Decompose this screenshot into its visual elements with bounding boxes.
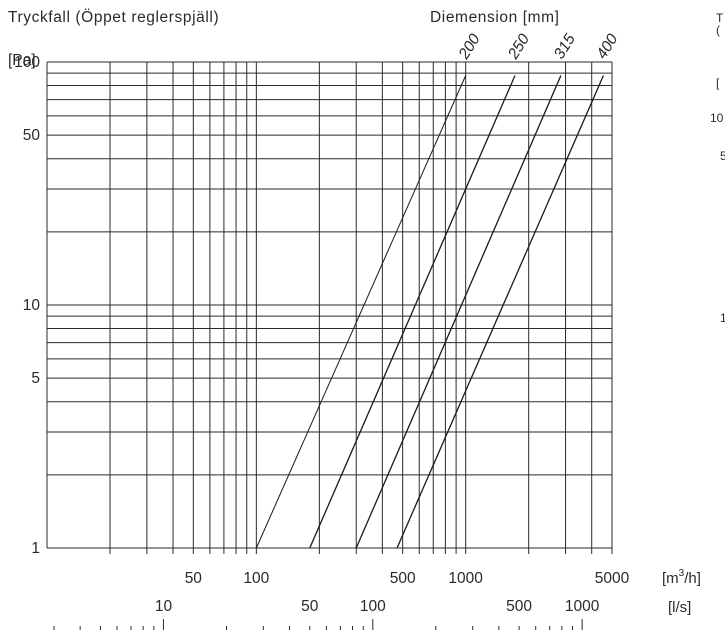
dimension-label-200: 200: [455, 31, 484, 63]
x2-tick-label: 100: [360, 598, 386, 615]
x2-axis-label: [l/s]: [668, 599, 691, 616]
x2-tick-label: 1000: [565, 598, 600, 615]
y-tick-label: 1: [31, 540, 40, 557]
x2-tick-label: 10: [155, 598, 173, 615]
dimension-label-250: 250: [504, 31, 533, 63]
cut-text-tick-50: 5: [720, 149, 725, 163]
y-axis-label: [Pa]: [8, 52, 36, 69]
dimension-label-400: 400: [593, 31, 621, 62]
y-tick-label: 10: [23, 297, 41, 314]
tick-labels: 1 5 10 50 100 50 100 500 1000 5000: [14, 54, 629, 587]
y-tick-label: 5: [31, 370, 40, 387]
dimension-label-315: 315: [551, 31, 579, 62]
cut-text-tick-100: 10: [710, 111, 724, 125]
cut-text-line2: (: [716, 23, 720, 37]
x-tick-label: 5000: [595, 570, 630, 587]
x-tick-label: 500: [390, 570, 416, 587]
dimension-legend-title: Diemension [mm]: [430, 9, 560, 26]
cut-text-tick-10: 1: [720, 311, 725, 325]
series-line-400: [396, 75, 605, 549]
series-line-200: [255, 75, 467, 549]
cut-text-line1: T: [716, 11, 724, 25]
y-tick-label: 100: [14, 54, 40, 71]
dimension-labels: 200 250 315 400: [455, 31, 622, 63]
secondary-x-axis: 10 50 100 500 1000: [53, 598, 600, 630]
x-tick-label: 100: [243, 570, 269, 587]
series: [255, 75, 605, 549]
x2-tick-label: 500: [506, 598, 532, 615]
y-tick-label: 50: [23, 127, 41, 144]
x-tick-label: 1000: [448, 570, 483, 587]
x2-tick-label: 50: [301, 598, 319, 615]
x-tick-label: 50: [185, 570, 203, 587]
grid: [46, 61, 613, 554]
cut-text-line3: [: [716, 76, 720, 90]
series-line-315: [355, 75, 562, 549]
cut-off-neighbor-chart: T ( [ 10 5 1: [710, 11, 725, 325]
chart-title: Tryckfall (Öppet reglerspjäll): [8, 8, 219, 26]
x-axis-label: [m3/h]: [662, 568, 701, 587]
series-line-250: [309, 75, 516, 549]
